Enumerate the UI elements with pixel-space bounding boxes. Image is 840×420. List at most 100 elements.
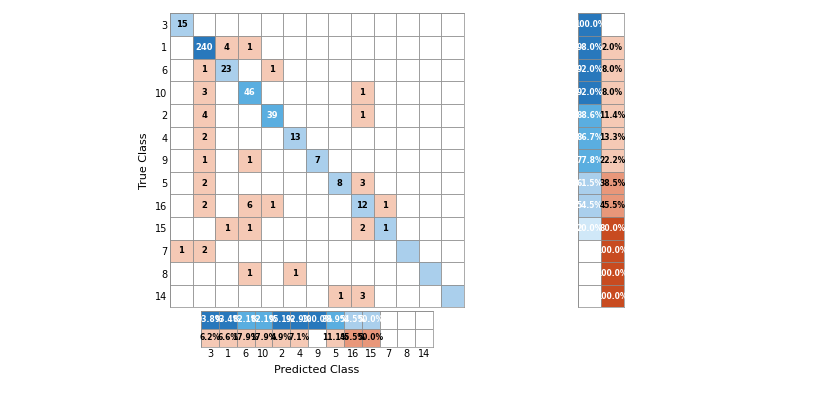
Bar [351,126,374,149]
Bar [238,285,260,307]
Text: 22.2%: 22.2% [599,156,626,165]
Text: 1: 1 [178,247,184,255]
Bar [308,328,326,346]
Text: 1: 1 [360,111,365,120]
Bar [215,13,238,36]
Bar [601,172,623,194]
Bar [192,217,215,239]
Text: 2: 2 [201,133,207,142]
Bar [192,194,215,217]
Bar [579,126,601,149]
Text: 77.8%: 77.8% [576,156,603,165]
Bar [272,328,291,346]
Bar [170,81,192,104]
Text: 1: 1 [201,156,207,165]
Text: 3: 3 [201,88,207,97]
Bar [419,59,442,81]
Text: 2: 2 [201,201,207,210]
Text: 80.0%: 80.0% [599,224,626,233]
Bar [374,194,396,217]
Bar [306,104,328,126]
Bar [374,104,396,126]
Bar [374,59,396,81]
Bar [328,194,351,217]
Bar [396,13,419,36]
Bar [215,81,238,104]
Text: 13.3%: 13.3% [599,133,626,142]
Bar [215,217,238,239]
Bar [170,59,192,81]
Bar [238,13,260,36]
Text: 3: 3 [360,291,365,301]
Bar [306,217,328,239]
Bar [219,328,237,346]
Text: 8: 8 [337,178,343,188]
Bar [260,194,283,217]
Bar [601,36,623,59]
Text: 100.0%: 100.0% [596,269,628,278]
Bar [328,149,351,172]
Bar [283,239,306,262]
Bar [238,262,260,285]
Text: 1: 1 [382,201,388,210]
Bar [260,285,283,307]
Text: 8.0%: 8.0% [601,88,623,97]
Bar [219,311,237,328]
Bar [579,239,601,262]
Bar [326,328,344,346]
Bar [396,104,419,126]
Bar [328,285,351,307]
Bar [351,172,374,194]
Bar [601,217,623,239]
Bar [374,13,396,36]
Text: 240: 240 [195,43,213,52]
Bar [579,59,601,81]
Bar [419,13,442,36]
Bar [396,194,419,217]
Bar [396,239,419,262]
Bar [238,217,260,239]
Bar [328,217,351,239]
Text: 2.0%: 2.0% [601,43,622,52]
Bar [442,36,465,59]
Bar [579,217,601,239]
Bar [374,149,396,172]
Text: 1: 1 [246,269,252,278]
Bar [396,285,419,307]
Text: 13: 13 [289,133,300,142]
Text: 17.9%: 17.9% [233,333,259,342]
Bar [192,239,215,262]
Text: 82.1%: 82.1% [250,315,276,324]
Bar [260,126,283,149]
Bar [328,13,351,36]
Bar [308,311,326,328]
Bar [351,217,374,239]
Text: 38.5%: 38.5% [599,178,626,188]
Bar [601,104,623,126]
Text: 20.0%: 20.0% [576,224,603,233]
Text: 45.5%: 45.5% [599,201,625,210]
Bar [170,13,192,36]
Bar [192,262,215,285]
Bar [215,36,238,59]
Bar [306,172,328,194]
Text: 92.0%: 92.0% [576,66,603,74]
Bar [351,36,374,59]
Bar [442,59,465,81]
Bar [237,328,255,346]
Bar [344,311,362,328]
Bar [192,36,215,59]
Text: 6: 6 [246,201,252,210]
Bar [328,104,351,126]
Bar [442,217,465,239]
Bar [192,59,215,81]
Bar [260,217,283,239]
Bar [215,126,238,149]
Bar [255,328,272,346]
Bar [351,81,374,104]
Bar [579,104,601,126]
Bar [328,262,351,285]
Text: 1: 1 [382,224,388,233]
Bar [419,149,442,172]
Bar [397,311,415,328]
